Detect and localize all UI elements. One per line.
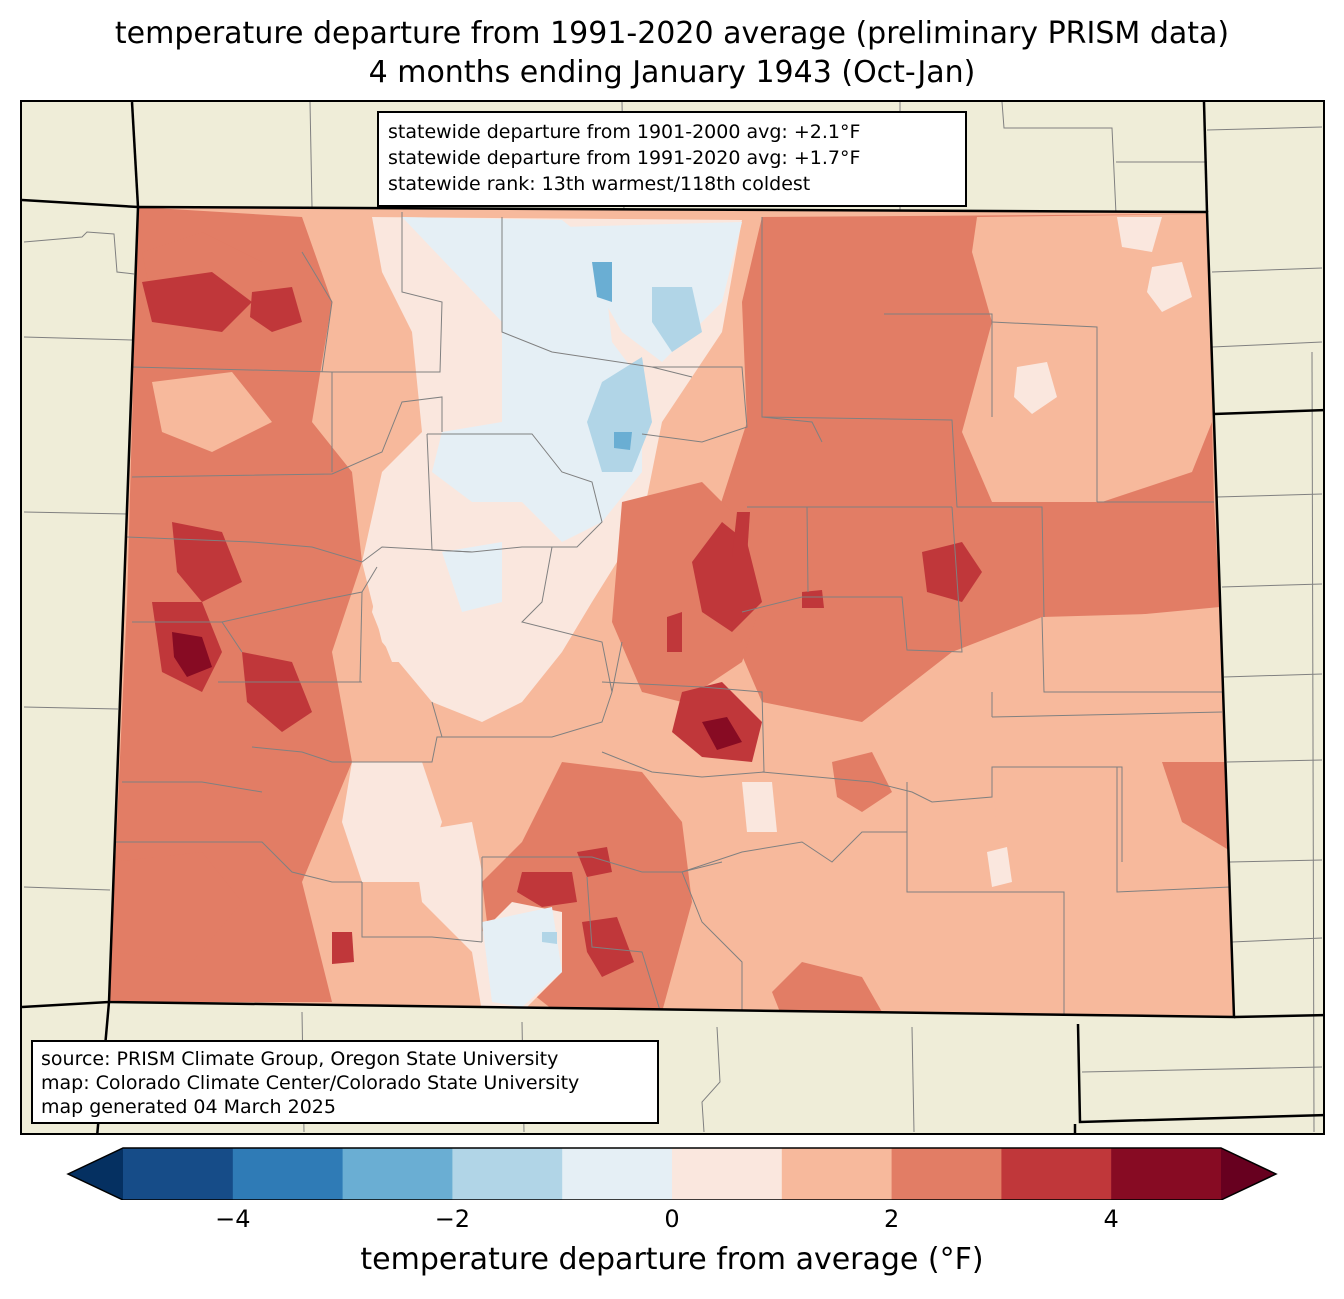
map-credit-line: map: Colorado Climate Center/Colorado St… [41, 1072, 580, 1094]
source-box: source: PRISM Climate Group, Oregon Stat… [31, 1040, 659, 1124]
colorbar-over-arrow [1221, 1148, 1276, 1200]
county-lines [112, 212, 1231, 1017]
colorbar-tick-label: 0 [664, 1205, 680, 1233]
colorbar-segment [891, 1148, 1002, 1200]
colorbar-segment [232, 1148, 344, 1200]
map-title-line2: 4 months ending January 1943 (Oct-Jan) [368, 55, 976, 90]
colorbar-segment [562, 1148, 673, 1200]
generated-date-line: map generated 04 March 2025 [41, 1096, 336, 1118]
colorbar-tick-label: 4 [1103, 1205, 1119, 1233]
colorbar-segment [672, 1148, 783, 1200]
colorbar-tick-label: 2 [883, 1205, 900, 1233]
colorbar-segment [781, 1148, 893, 1200]
neighbor-boundaries [23, 102, 1323, 1133]
stat-departure-1901-2000: statewide departure from 1901-2000 avg: … [388, 121, 861, 143]
source-line: source: PRISM Climate Group, Oregon Stat… [41, 1048, 559, 1070]
colorbar-under-arrow [68, 1148, 123, 1200]
colorbar-segment [1111, 1148, 1222, 1200]
colorado-boundary [107, 205, 1236, 1019]
colorbar-segment [452, 1148, 563, 1200]
temperature-field [109, 207, 1234, 1017]
colorbar-tick-label: −4 [215, 1205, 251, 1233]
map-title-line1: temperature departure from 1991-2020 ave… [114, 16, 1230, 51]
colorado-map [22, 102, 1323, 1133]
stat-rank: statewide rank: 13th warmest/118th colde… [388, 173, 811, 195]
colorbar-segment [123, 1148, 234, 1200]
colorbar-segment [1001, 1148, 1112, 1200]
colorbar-segment [342, 1148, 453, 1200]
statewide-stats-box: statewide departure from 1901-2000 avg: … [377, 111, 967, 207]
colorbar-tick-label: −2 [434, 1205, 471, 1233]
stat-departure-1991-2020: statewide departure from 1991-2020 avg: … [388, 147, 861, 169]
map-panel [20, 100, 1325, 1135]
colorbar [66, 1147, 1278, 1200]
colorbar-label: temperature departure from average (°F) [360, 1242, 984, 1277]
